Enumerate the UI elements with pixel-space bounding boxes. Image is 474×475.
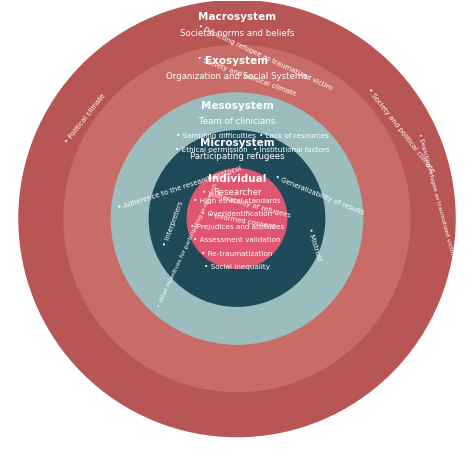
Circle shape bbox=[149, 131, 325, 306]
Text: • Vulnerability of refugees: • Vulnerability of refugees bbox=[201, 190, 292, 219]
Text: • Adherence to the research protocol: • Adherence to the research protocol bbox=[118, 165, 243, 210]
Text: • Overidentification: • Overidentification bbox=[201, 211, 273, 217]
Text: • Institutional factors: • Institutional factors bbox=[253, 147, 330, 153]
Text: Mesosystem: Mesosystem bbox=[201, 102, 273, 112]
Circle shape bbox=[19, 0, 455, 437]
Text: Researcher: Researcher bbox=[213, 188, 261, 197]
Circle shape bbox=[111, 93, 363, 344]
Text: Societal norms and beliefs: Societal norms and beliefs bbox=[180, 29, 294, 38]
Text: Team of clinicians: Team of clinicians bbox=[199, 117, 275, 125]
Text: • Society and political climate: • Society and political climate bbox=[366, 87, 435, 174]
Text: • Social inequality: • Social inequality bbox=[204, 264, 270, 270]
Circle shape bbox=[64, 46, 410, 391]
Text: Macrosystem: Macrosystem bbox=[198, 12, 276, 22]
Text: • Interpreters: • Interpreters bbox=[162, 200, 184, 247]
Text: • High ethical standards: • High ethical standards bbox=[193, 198, 281, 203]
Text: • Re-traumatization: • Re-traumatization bbox=[201, 251, 273, 256]
Text: • Society and political climate: • Society and political climate bbox=[196, 56, 297, 97]
Text: • Lack of resources: • Lack of resources bbox=[259, 133, 329, 139]
Text: Individual: Individual bbox=[208, 174, 266, 184]
Text: • Ethical permission: • Ethical permission bbox=[174, 147, 247, 153]
Text: • Assessment validation: • Assessment validation bbox=[193, 238, 281, 243]
Text: Exosystem: Exosystem bbox=[205, 56, 269, 66]
Text: • Sampling difficulties: • Sampling difficulties bbox=[176, 133, 255, 139]
Text: • Mistrust: • Mistrust bbox=[306, 228, 322, 262]
Text: Organization and Social Systems: Organization and Social Systems bbox=[166, 72, 308, 81]
Text: • Generalizability of results: • Generalizability of results bbox=[274, 174, 365, 216]
Text: Participating refugees: Participating refugees bbox=[190, 152, 284, 161]
Text: • Depicting refugee as traumatized victim: • Depicting refugee as traumatized victi… bbox=[198, 24, 333, 91]
Text: • Depicting refugee as traumatized victim: • Depicting refugee as traumatized victi… bbox=[417, 133, 455, 257]
Text: • informed consent: • informed consent bbox=[208, 212, 275, 230]
Text: • Political climate: • Political climate bbox=[64, 93, 107, 145]
Text: • Prejudices and attitudes: • Prejudices and attitudes bbox=[190, 224, 284, 230]
Circle shape bbox=[187, 169, 287, 268]
Text: • other incentives for participating in research: • other incentives for participating in … bbox=[156, 181, 219, 308]
Text: Microsystem: Microsystem bbox=[200, 138, 274, 148]
